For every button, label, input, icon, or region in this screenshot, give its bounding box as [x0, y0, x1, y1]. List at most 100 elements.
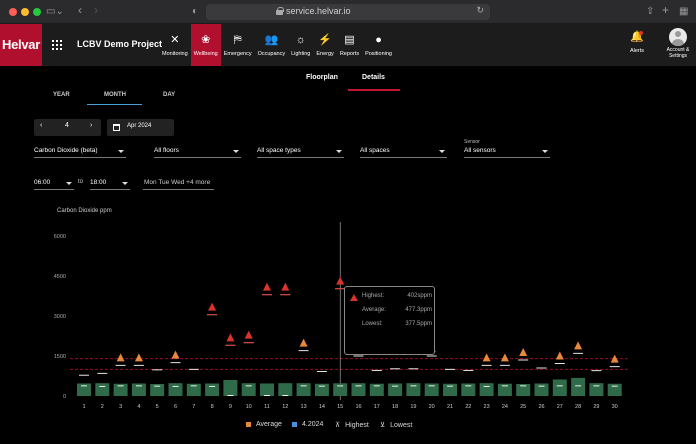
- average-bar: [406, 383, 421, 396]
- helvar-logo[interactable]: Helvar: [0, 24, 42, 66]
- x-tick-label: 5: [156, 404, 159, 410]
- close-window-button[interactable]: [9, 8, 17, 16]
- account-label-line2: Settings: [668, 53, 688, 59]
- average-swatch: [246, 422, 251, 427]
- alert-warning-icon: [134, 353, 143, 362]
- tab-overview-icon[interactable]: ▦: [679, 6, 689, 17]
- average-bar: [479, 383, 494, 396]
- zoom-window-button[interactable]: [33, 8, 41, 16]
- nav-energy[interactable]: ⚡ Energy: [313, 24, 336, 66]
- spaces-select[interactable]: All spaces: [360, 144, 447, 158]
- period-day[interactable]: DAY: [163, 92, 176, 98]
- nav-label: Energy: [316, 51, 334, 57]
- average-bar: [461, 383, 476, 396]
- x-tick-label: 28: [575, 404, 581, 410]
- x-tick-label: 6: [174, 404, 177, 410]
- chevron-right-icon[interactable]: ›: [90, 122, 93, 129]
- chevron-down-icon: [542, 150, 548, 153]
- reload-icon[interactable]: ↻: [476, 5, 484, 15]
- time-from-select[interactable]: 06:00: [34, 176, 74, 190]
- back-icon[interactable]: ‹: [78, 3, 82, 17]
- privacy-shield-icon[interactable]: ◐: [192, 6, 199, 17]
- nav-emergency[interactable]: ⛿ Emergency: [221, 24, 255, 66]
- exit-icon: ⛿: [233, 34, 242, 46]
- tab-details[interactable]: Details: [362, 74, 385, 81]
- alert-warning-icon: [336, 276, 345, 285]
- chevron-left-icon[interactable]: ‹: [40, 122, 43, 129]
- time-from-value: 06:00: [34, 179, 51, 186]
- forward-icon[interactable]: ›: [94, 3, 98, 17]
- period-month[interactable]: MONTH: [104, 92, 126, 98]
- average-bar: [314, 383, 329, 396]
- nav-label: Wellbeing: [193, 51, 218, 57]
- days-select[interactable]: Mon Tue Wed +4 more: [143, 176, 214, 190]
- average-bar: [552, 379, 567, 396]
- nav-label: Occupancy: [257, 51, 286, 57]
- share-icon[interactable]: ⇪: [646, 6, 655, 17]
- x-tick-label: 24: [502, 404, 508, 410]
- days-value: Mon Tue Wed +4 more: [144, 179, 211, 186]
- period-month-indicator: [87, 104, 142, 105]
- lowest-marker-icon: ⊻: [380, 422, 386, 429]
- floors-select[interactable]: All floors: [154, 144, 241, 158]
- nav-occupancy[interactable]: 👥 Occupancy: [255, 24, 289, 66]
- average-bar: [296, 383, 311, 396]
- average-bar: [607, 383, 622, 396]
- period-year[interactable]: YEAR: [53, 92, 70, 98]
- legend-average[interactable]: Average: [246, 421, 282, 428]
- address-bar[interactable]: service.helvar.io ↻: [206, 4, 490, 20]
- average-bar: [205, 383, 220, 396]
- alert-warning-icon: [519, 348, 528, 356]
- nav-positioning[interactable]: ● Positioning: [362, 24, 395, 66]
- x-tick-label: 25: [520, 404, 526, 410]
- x-tick-label: 21: [447, 404, 453, 410]
- tooltip-highest-value: 402sppm: [407, 293, 432, 299]
- space-types-select[interactable]: All space types: [257, 144, 344, 158]
- date-picker[interactable]: Apr 2024: [107, 119, 174, 136]
- alert-warning-icon: [555, 351, 564, 360]
- legend-lowest[interactable]: ⊻ Lowest: [380, 421, 413, 430]
- tab-floorplan[interactable]: Floorplan: [306, 74, 338, 81]
- alert-warning-icon: [610, 354, 619, 363]
- legend-series[interactable]: 4.2024: [292, 421, 323, 428]
- series-swatch: [292, 422, 297, 427]
- sensor-value: All sensors: [464, 147, 496, 154]
- x-tick-label: 11: [264, 404, 270, 410]
- legend-lowest-label: Lowest: [390, 421, 413, 429]
- metric-select[interactable]: Carbon Dioxide (beta): [34, 144, 126, 158]
- nav-reports[interactable]: ▤ Reports: [337, 24, 362, 66]
- account-button[interactable]: Account & Settings: [664, 28, 692, 59]
- new-tab-icon[interactable]: +: [662, 3, 670, 17]
- sensor-select[interactable]: All sensors: [464, 144, 550, 158]
- main-nav: ✕ Monitoring ❀ Wellbeing ⛿ Emergency 👥 Occupanc…: [159, 24, 395, 66]
- average-bar: [443, 383, 457, 396]
- nav-lighting[interactable]: ☼ Lighting: [288, 24, 313, 66]
- tooltip-average-label: Average:: [362, 307, 386, 313]
- minimize-window-button[interactable]: [21, 8, 29, 16]
- alert-warning-icon: [116, 353, 125, 362]
- nav-wellbeing[interactable]: ❀ Wellbeing: [190, 24, 221, 66]
- average-bar: [516, 384, 531, 396]
- nav-label: Lighting: [291, 51, 311, 57]
- time-to-label: to: [78, 179, 84, 185]
- nav-label: Positioning: [365, 51, 392, 57]
- alert-warning-icon: [171, 350, 180, 359]
- time-to-select[interactable]: 18:00: [90, 176, 130, 190]
- y-tick-label: 4500: [54, 274, 66, 280]
- sidebar-toggle-icon[interactable]: ▭⌄: [46, 6, 64, 17]
- y-tick-label: 0: [63, 394, 66, 400]
- legend-highest[interactable]: ⊼ Highest: [335, 421, 369, 430]
- x-tick-label: 23: [484, 404, 490, 410]
- x-tick-label: 9: [229, 404, 232, 410]
- pin-icon: ●: [375, 34, 382, 46]
- spaces-value: All spaces: [360, 147, 390, 154]
- month-stepper[interactable]: ‹ 4 ›: [34, 119, 101, 136]
- nav-monitoring[interactable]: ✕ Monitoring: [159, 24, 191, 66]
- x-tick-label: 29: [593, 404, 599, 410]
- alerts-button[interactable]: 🔔 Alerts: [626, 30, 648, 54]
- x-tick-label: 2: [101, 404, 104, 410]
- apps-grid-icon[interactable]: [52, 40, 62, 50]
- calendar-icon: [113, 124, 120, 131]
- legend-average-label: Average: [256, 421, 282, 428]
- x-tick-label: 19: [410, 404, 416, 410]
